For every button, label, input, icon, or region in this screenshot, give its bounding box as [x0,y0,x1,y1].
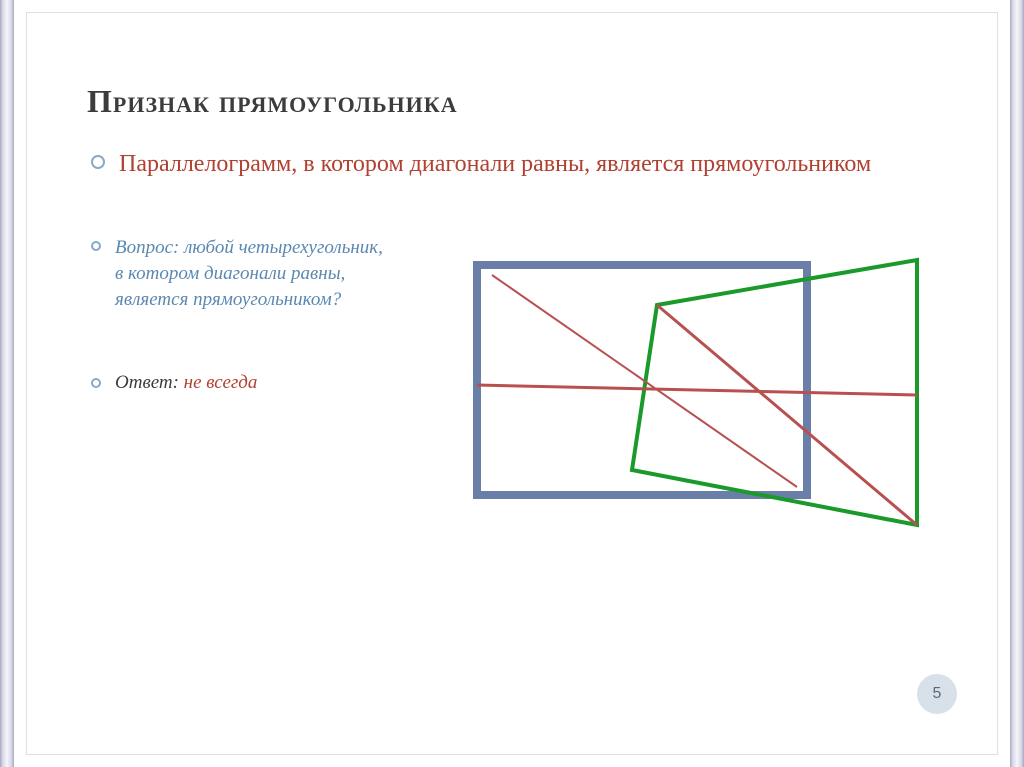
question-text: Вопрос: любой четырехугольник, в котором… [115,235,387,312]
ring-bullet-icon [91,378,101,388]
diagonal-1 [477,385,917,395]
answer-row: Ответ: не всегда [91,372,387,394]
main-statement: Параллелограмм, в котором диагонали равн… [119,148,871,180]
ring-bullet-icon [91,155,105,169]
lower-content: Вопрос: любой четырехугольник, в котором… [87,235,937,535]
question-row: Вопрос: любой четырехугольник, в котором… [91,235,387,312]
answer-line: Ответ: не всегда [115,372,257,394]
rect-diagonal [492,275,797,487]
page-number-badge: 5 [917,674,957,714]
left-column: Вопрос: любой четырехугольник, в котором… [87,235,387,535]
main-statement-row: Параллелограмм, в котором диагонали равн… [91,148,937,180]
slide-body: Признак прямоугольника Параллелограмм, в… [26,12,998,755]
slide-title: Признак прямоугольника [87,83,937,120]
ring-bullet-icon [91,241,101,251]
diagram-svg [417,235,937,535]
geometry-diagram [417,235,937,535]
slide-edge-left [0,0,14,767]
answer-label: Ответ: [115,372,184,393]
slide-edge-right [1010,0,1024,767]
answer-text: не всегда [184,372,258,393]
